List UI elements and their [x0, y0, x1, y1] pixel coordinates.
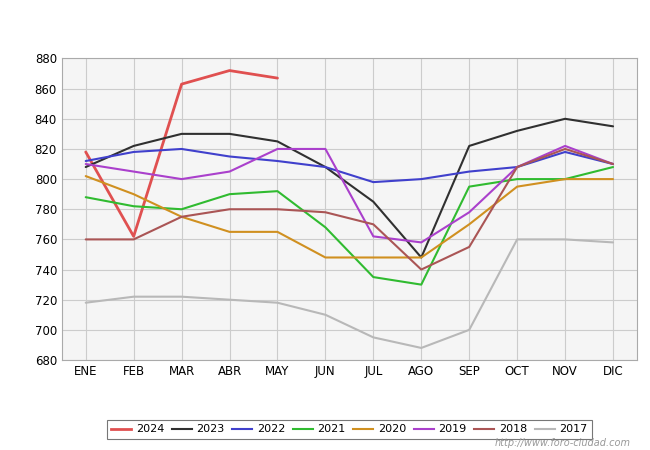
Text: http://www.foro-ciudad.com: http://www.foro-ciudad.com — [495, 438, 630, 448]
Text: Afiliados en Vinalesa a 31/5/2024: Afiliados en Vinalesa a 31/5/2024 — [187, 16, 463, 34]
Legend: 2024, 2023, 2022, 2021, 2020, 2019, 2018, 2017: 2024, 2023, 2022, 2021, 2020, 2019, 2018… — [107, 420, 592, 439]
